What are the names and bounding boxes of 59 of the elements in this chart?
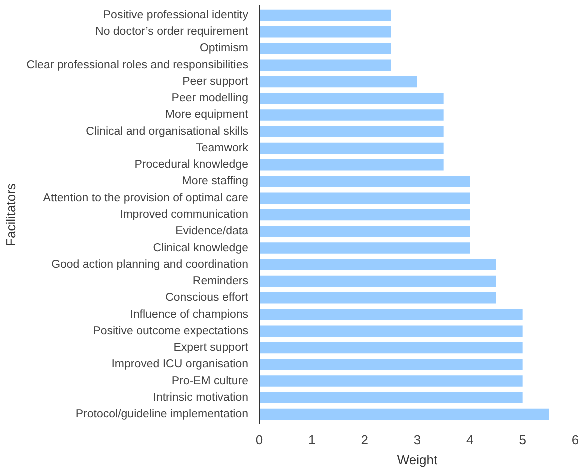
y-tick-label: Procedural knowledge xyxy=(134,159,249,172)
bar xyxy=(260,376,523,387)
bar xyxy=(260,358,523,370)
y-tick-label: Optimism xyxy=(200,42,249,55)
y-tick-label: Expert support xyxy=(174,342,250,354)
bar xyxy=(260,226,470,238)
y-tick-label: Improved communication xyxy=(120,209,249,221)
bar xyxy=(260,142,444,154)
y-tick-label: Protocol/guideline implementation xyxy=(76,408,249,421)
y-tick-label: Intrinsic motivation xyxy=(153,392,249,404)
bar xyxy=(260,76,418,88)
x-tick-label: 0 xyxy=(256,432,264,448)
x-tick-label: 5 xyxy=(519,432,526,448)
y-tick-label: Clinical knowledge xyxy=(153,242,249,254)
y-tick-label: Good action planning and coordination xyxy=(52,258,249,271)
bar xyxy=(260,92,444,104)
bar xyxy=(260,326,523,338)
y-tick-label: Peer modelling xyxy=(172,92,249,105)
x-tick-label: 2 xyxy=(361,432,368,448)
bar xyxy=(260,259,496,271)
x-tick-label: 6 xyxy=(572,432,580,448)
bar xyxy=(260,209,470,221)
x-tick-label: 3 xyxy=(414,432,422,448)
y-tick-label: More staffing xyxy=(182,176,248,188)
bar xyxy=(260,292,496,304)
bar xyxy=(260,242,470,254)
y-tick-label: Evidence/data xyxy=(176,226,250,238)
bar xyxy=(260,309,523,320)
bar xyxy=(260,192,470,204)
bar xyxy=(260,276,496,288)
y-tick-label: Reminders xyxy=(192,276,249,288)
y-tick-label: Positive outcome expectations xyxy=(93,325,249,338)
x-tick-label: 4 xyxy=(466,432,474,448)
y-tick-label: Influence of champions xyxy=(130,308,249,321)
y-tick-label: More equipment xyxy=(165,109,250,122)
y-tick-label: Conscious effort xyxy=(166,292,250,304)
bar xyxy=(260,176,470,188)
y-tick-label: Attention to the provision of optimal care xyxy=(43,192,249,204)
y-tick-label: No doctor’s order requirement xyxy=(96,26,250,38)
y-tick-label: Clinical and organisational skills xyxy=(86,126,249,138)
y-tick-label: Clear professional roles and responsibilities xyxy=(26,59,249,72)
bar xyxy=(260,60,392,72)
bar xyxy=(260,126,444,138)
y-tick-label: Peer support xyxy=(182,76,250,88)
bar xyxy=(260,159,444,171)
bar xyxy=(260,110,444,121)
y-tick-label: Teamwork xyxy=(196,142,249,154)
x-axis-title: Weight xyxy=(397,452,438,468)
y-tick-label: Improved ICU organisation xyxy=(112,358,249,371)
y-tick-label: Positive professional identity xyxy=(103,9,249,22)
y-axis-title: Facilitators xyxy=(4,183,19,246)
bar xyxy=(260,392,523,404)
y-tick-label: Pro-EM culture xyxy=(172,375,248,388)
bar xyxy=(260,26,392,38)
bar xyxy=(260,408,550,420)
x-tick-label: 1 xyxy=(308,432,316,448)
bar xyxy=(260,10,392,22)
bar xyxy=(260,43,392,54)
bar xyxy=(260,342,523,354)
